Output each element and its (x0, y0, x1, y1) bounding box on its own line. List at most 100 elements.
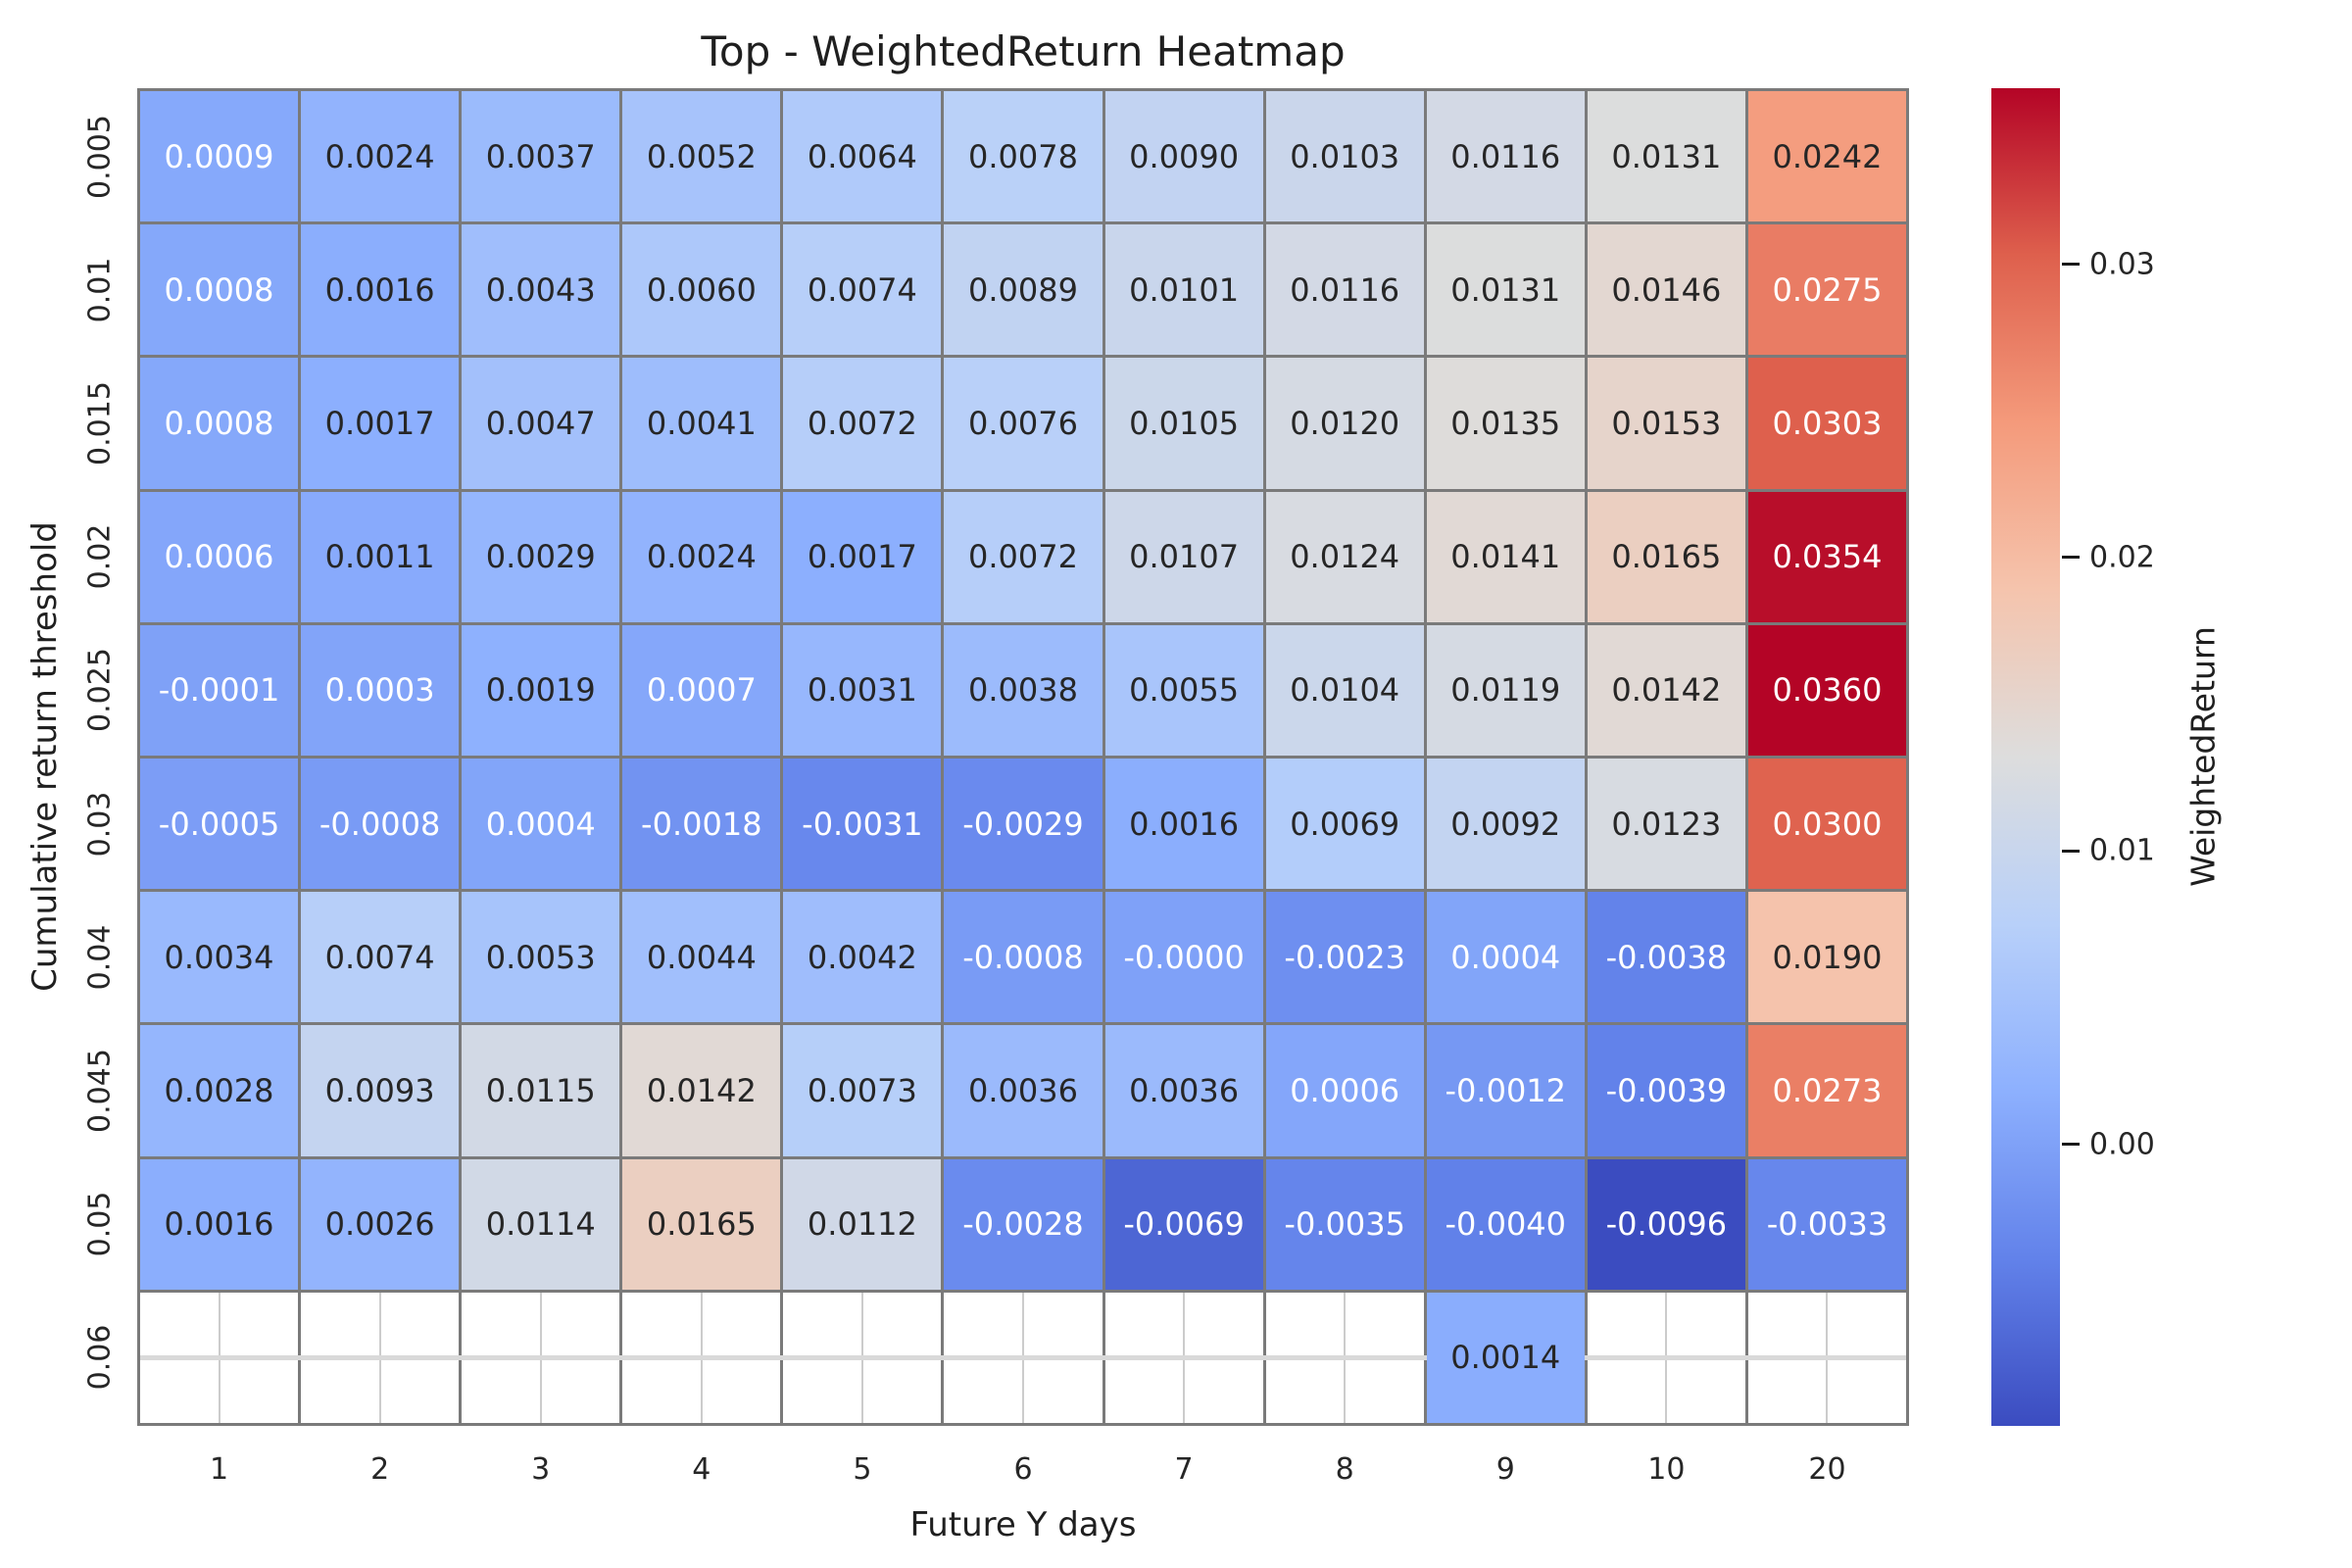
colorbar-tick-label: 0.02 (2089, 540, 2155, 575)
heatmap-cell: 0.0064 (783, 91, 942, 222)
x-tick-label: 9 (1495, 1452, 1515, 1487)
heatmap-cell: 0.0069 (1265, 758, 1424, 890)
heatmap-cell: 0.0078 (944, 91, 1102, 222)
colorbar-tick-label: 0.01 (2089, 833, 2155, 868)
heatmap-cell: 0.0014 (1426, 1292, 1585, 1423)
heatmap-cell: 0.0146 (1587, 224, 1745, 356)
heatmap-cell: 0.0008 (140, 358, 299, 489)
x-tick-label: 3 (531, 1452, 551, 1487)
heatmap-cell: 0.0142 (622, 1025, 781, 1156)
heatmap-cell: 0.0076 (944, 358, 1102, 489)
heatmap-cell: 0.0060 (622, 224, 781, 356)
heatmap-cell: 0.0003 (301, 624, 460, 756)
heatmap-cell: 0.0103 (1265, 91, 1424, 222)
x-tick-label: 5 (853, 1452, 872, 1487)
heatmap-grid: 0.0009 0.0024 0.0037 0.0052 0.0064 0.0078 0.00… (137, 88, 1909, 1426)
heatmap-cell: 0.0135 (1426, 358, 1585, 489)
heatmap-cell: 0.0055 (1104, 624, 1263, 756)
heatmap-cell: 0.0034 (140, 892, 299, 1023)
heatmap-cell: -0.0033 (1747, 1158, 1906, 1290)
heatmap-cell: -0.0039 (1587, 1025, 1745, 1156)
heatmap-cell: 0.0052 (622, 91, 781, 222)
heatmap-cell (1265, 1292, 1424, 1423)
heatmap-cell: 0.0360 (1747, 624, 1906, 756)
x-tick-label: 7 (1174, 1452, 1194, 1487)
colorbar-tick-mark (2062, 1143, 2080, 1147)
heatmap-cell: 0.0114 (462, 1158, 620, 1290)
y-tick-label: 0.005 (82, 114, 118, 199)
heatmap-cell: 0.0019 (462, 624, 620, 756)
colorbar-tick-mark (2062, 263, 2080, 267)
heatmap-cell: 0.0101 (1104, 224, 1263, 356)
x-axis-label: Future Y days (909, 1505, 1137, 1544)
x-tick-label: 4 (692, 1452, 711, 1487)
heatmap-cell: 0.0037 (462, 91, 620, 222)
heatmap-cell: -0.0001 (140, 624, 299, 756)
heatmap-cell: -0.0012 (1426, 1025, 1585, 1156)
heatmap-cell: 0.0016 (140, 1158, 299, 1290)
x-tick-label: 20 (1808, 1452, 1846, 1487)
heatmap-cell: 0.0123 (1587, 758, 1745, 890)
heatmap-cell: 0.0354 (1747, 491, 1906, 622)
y-tick-label: 0.015 (82, 381, 118, 466)
heatmap-cell: 0.0011 (301, 491, 460, 622)
heatmap-cell: 0.0303 (1747, 358, 1906, 489)
heatmap-cell: -0.0040 (1426, 1158, 1585, 1290)
heatmap-cell: 0.0074 (783, 224, 942, 356)
heatmap-cell: -0.0035 (1265, 1158, 1424, 1290)
heatmap-cell: -0.0096 (1587, 1158, 1745, 1290)
heatmap-cell: 0.0031 (783, 624, 942, 756)
heatmap-cell: 0.0142 (1587, 624, 1745, 756)
heatmap-cell: 0.0112 (783, 1158, 942, 1290)
heatmap-cell: 0.0028 (140, 1025, 299, 1156)
heatmap-cell: 0.0124 (1265, 491, 1424, 622)
heatmap-cell (944, 1292, 1102, 1423)
heatmap-cell: -0.0038 (1587, 892, 1745, 1023)
heatmap-cell: 0.0116 (1426, 91, 1585, 222)
heatmap-cell: -0.0008 (944, 892, 1102, 1023)
colorbar-label: WeightedReturn (2183, 626, 2223, 887)
chart-title: Top - WeightedReturn Heatmap (701, 27, 1346, 75)
heatmap-cell: 0.0016 (1104, 758, 1263, 890)
heatmap-cell: 0.0042 (783, 892, 942, 1023)
heatmap-cell: 0.0041 (622, 358, 781, 489)
heatmap-cell: 0.0036 (944, 1025, 1102, 1156)
heatmap-cell: 0.0006 (140, 491, 299, 622)
heatmap-cell: -0.0000 (1104, 892, 1263, 1023)
y-tick-label: 0.02 (82, 523, 118, 590)
heatmap-cell: 0.0053 (462, 892, 620, 1023)
heatmap-cell: -0.0008 (301, 758, 460, 890)
heatmap-cell: -0.0028 (944, 1158, 1102, 1290)
heatmap-cell: -0.0023 (1265, 892, 1424, 1023)
heatmap-cell: -0.0029 (944, 758, 1102, 890)
heatmap-cell: 0.0119 (1426, 624, 1585, 756)
heatmap-cell: 0.0165 (1587, 491, 1745, 622)
heatmap-cell: 0.0024 (301, 91, 460, 222)
heatmap-cell: -0.0018 (622, 758, 781, 890)
y-tick-label: 0.03 (82, 791, 118, 857)
heatmap-cell (1104, 1292, 1263, 1423)
heatmap-cell: 0.0009 (140, 91, 299, 222)
heatmap-cell: 0.0131 (1587, 91, 1745, 222)
heatmap-cell: -0.0069 (1104, 1158, 1263, 1290)
heatmap-cell: 0.0275 (1747, 224, 1906, 356)
heatmap-cell: 0.0190 (1747, 892, 1906, 1023)
heatmap-cell: 0.0115 (462, 1025, 620, 1156)
x-tick-label: 1 (209, 1452, 229, 1487)
x-tick-label: 10 (1647, 1452, 1686, 1487)
heatmap-cell: 0.0300 (1747, 758, 1906, 890)
heatmap-cell: 0.0131 (1426, 224, 1585, 356)
heatmap-cell: 0.0089 (944, 224, 1102, 356)
heatmap-cell (462, 1292, 620, 1423)
heatmap-cell (1587, 1292, 1745, 1423)
heatmap-cell: 0.0273 (1747, 1025, 1906, 1156)
x-tick-label: 2 (370, 1452, 390, 1487)
heatmap-cell: 0.0072 (783, 358, 942, 489)
heatmap-cell: 0.0044 (622, 892, 781, 1023)
heatmap-cell (622, 1292, 781, 1423)
colorbar-tick-mark (2062, 556, 2080, 560)
y-tick-label: 0.06 (82, 1324, 118, 1391)
heatmap-cell: 0.0029 (462, 491, 620, 622)
heatmap-cell: 0.0104 (1265, 624, 1424, 756)
